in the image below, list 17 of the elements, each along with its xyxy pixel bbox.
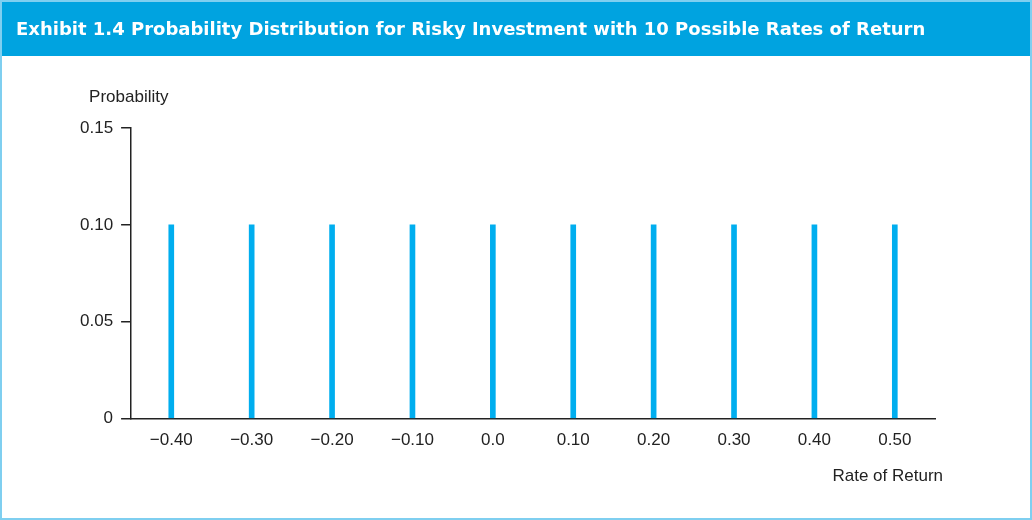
x-tick-label: 0.20 bbox=[637, 430, 671, 450]
y-axis-title: Probability bbox=[89, 87, 169, 106]
x-tick-label: 0.10 bbox=[556, 430, 590, 450]
x-tick-label: 0.0 bbox=[481, 430, 505, 450]
x-axis-title: Rate of Return bbox=[832, 465, 943, 485]
x-tick-label: 0.40 bbox=[797, 430, 831, 450]
x-tick-label: 0.30 bbox=[717, 430, 751, 450]
y-tick-label: 0.05 bbox=[79, 311, 114, 331]
x-tick-label: −0.30 bbox=[230, 430, 274, 450]
y-tick-label: 0 bbox=[103, 408, 114, 428]
y-tick-label: 0.10 bbox=[79, 214, 114, 234]
x-tick-label: 0.50 bbox=[878, 430, 912, 450]
chart-title: Exhibit 1.4 Probability Distribution for Risky Investment with 10 Possible Rates of Return bbox=[2, 2, 1030, 56]
x-tick-label: −0.40 bbox=[149, 430, 193, 450]
y-tick-label: 0.15 bbox=[79, 117, 114, 137]
x-tick-label: −0.10 bbox=[390, 430, 434, 450]
x-tick-label: −0.20 bbox=[310, 430, 354, 450]
